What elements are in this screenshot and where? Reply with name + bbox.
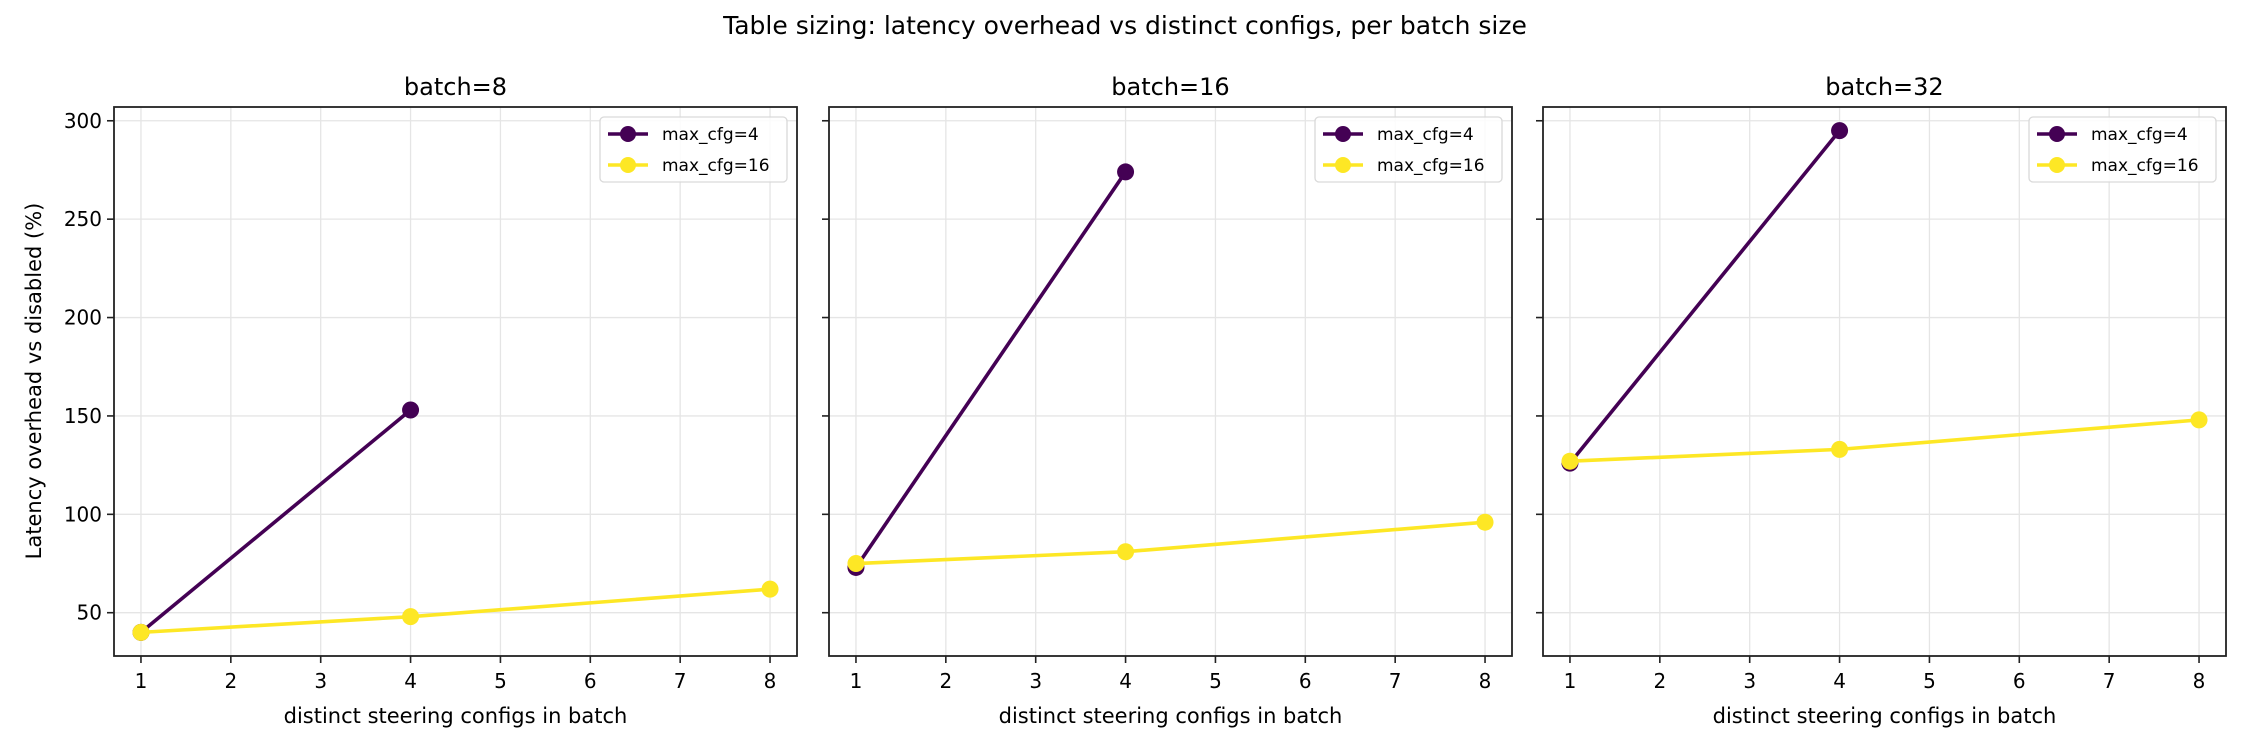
data-point	[1476, 513, 1494, 531]
subplot-3: 1 2 3 4 5 6 7 8 batch=32 distinct steering config…	[1536, 73, 2227, 728]
x-tick-label: 8	[1479, 669, 1492, 693]
y-tick-label: 300	[64, 109, 102, 133]
x-tick-label: 3	[1743, 669, 1756, 693]
subplot-title: batch=8	[404, 73, 507, 101]
x-tick-label: 2	[939, 669, 952, 693]
y-tick-label: 50	[77, 601, 102, 625]
series-line-max-cfg-4	[139, 408, 412, 634]
x-tick-label: 7	[2103, 669, 2116, 693]
data-point	[1831, 122, 1849, 140]
subplot-title: batch=16	[1111, 73, 1229, 101]
x-tick-label: 7	[1389, 669, 1402, 693]
y-tick-label: 100	[64, 502, 102, 526]
legend: max_cfg=4 max_cfg=16	[599, 116, 788, 183]
x-tick-label: 5	[1209, 669, 1222, 693]
x-tick-label: 6	[2013, 669, 2026, 693]
data-point	[132, 623, 150, 641]
axes-frame	[113, 106, 798, 657]
subplot-title: batch=32	[1825, 73, 1943, 101]
data-point	[761, 580, 779, 598]
x-axis-label: distinct steering configs in batch	[284, 704, 628, 728]
legend-label: max_cfg=4	[1377, 125, 1474, 145]
y-axis-label: Latency overhead vs disabled (%)	[22, 203, 46, 560]
x-tick-label: 5	[494, 669, 507, 693]
legend-marker	[1335, 157, 1351, 173]
series-line-max-cfg-16	[1569, 418, 2200, 463]
x-axis-label: distinct steering configs in batch	[1713, 704, 2057, 728]
data-point	[402, 401, 420, 419]
x-tick-label: 7	[674, 669, 687, 693]
x-axis-label: distinct steering configs in batch	[999, 704, 1343, 728]
legend-marker	[1335, 126, 1351, 142]
data-point	[1117, 163, 1135, 181]
legend-label: max_cfg=4	[662, 125, 759, 145]
data-point	[1831, 440, 1849, 458]
series-line-max-cfg-16	[140, 587, 771, 635]
x-tick-label: 1	[1564, 669, 1577, 693]
x-tick-label: 4	[1833, 669, 1846, 693]
x-tick-label: 4	[404, 669, 417, 693]
subplot-1: 1 2 3 4 5 6 7 8 50 100 150 200 250 300 batch=8 distinct…	[64, 73, 798, 728]
x-tick-label: 8	[764, 669, 777, 693]
figure-title: Table sizing: latency overhead vs distin…	[722, 11, 1527, 40]
data-point	[402, 608, 420, 626]
legend-marker	[2049, 126, 2065, 142]
series-line-max-cfg-16	[855, 520, 1486, 566]
x-tick-label: 1	[850, 669, 863, 693]
data-point	[1117, 543, 1135, 561]
legend-marker	[620, 157, 636, 173]
x-tick-label: 4	[1119, 669, 1132, 693]
x-tick-label: 2	[1653, 669, 1666, 693]
axes-frame	[1542, 106, 2227, 657]
x-tick-label: 3	[314, 669, 327, 693]
legend-label: max_cfg=16	[662, 156, 770, 176]
axes-frame	[828, 106, 1513, 657]
x-tick-label: 2	[224, 669, 237, 693]
legend-label: max_cfg=4	[2091, 125, 2188, 145]
legend-label: max_cfg=16	[1377, 156, 1485, 176]
x-tick-label: 6	[584, 669, 597, 693]
legend-marker	[2049, 157, 2065, 173]
series-line-max-cfg-4	[1568, 129, 1841, 465]
x-tick-label: 5	[1923, 669, 1936, 693]
data-point	[1561, 452, 1579, 470]
legend: max_cfg=4 max_cfg=16	[2028, 116, 2217, 183]
series-line-max-cfg-4	[854, 170, 1128, 569]
x-tick-label: 1	[135, 669, 148, 693]
x-tick-label: 8	[2193, 669, 2206, 693]
y-tick-label: 250	[64, 207, 102, 231]
data-point	[2190, 411, 2208, 429]
legend-label: max_cfg=16	[2091, 156, 2199, 176]
legend: max_cfg=4 max_cfg=16	[1314, 116, 1503, 183]
y-tick-label: 200	[64, 306, 102, 330]
subplot-2: 1 2 3 4 5 6 7 8 batch=16 distinct steering config…	[822, 73, 1513, 728]
y-tick-label: 150	[64, 404, 102, 428]
x-tick-label: 3	[1029, 669, 1042, 693]
x-tick-label: 6	[1299, 669, 1312, 693]
legend-marker	[620, 126, 636, 142]
data-point	[847, 555, 865, 573]
